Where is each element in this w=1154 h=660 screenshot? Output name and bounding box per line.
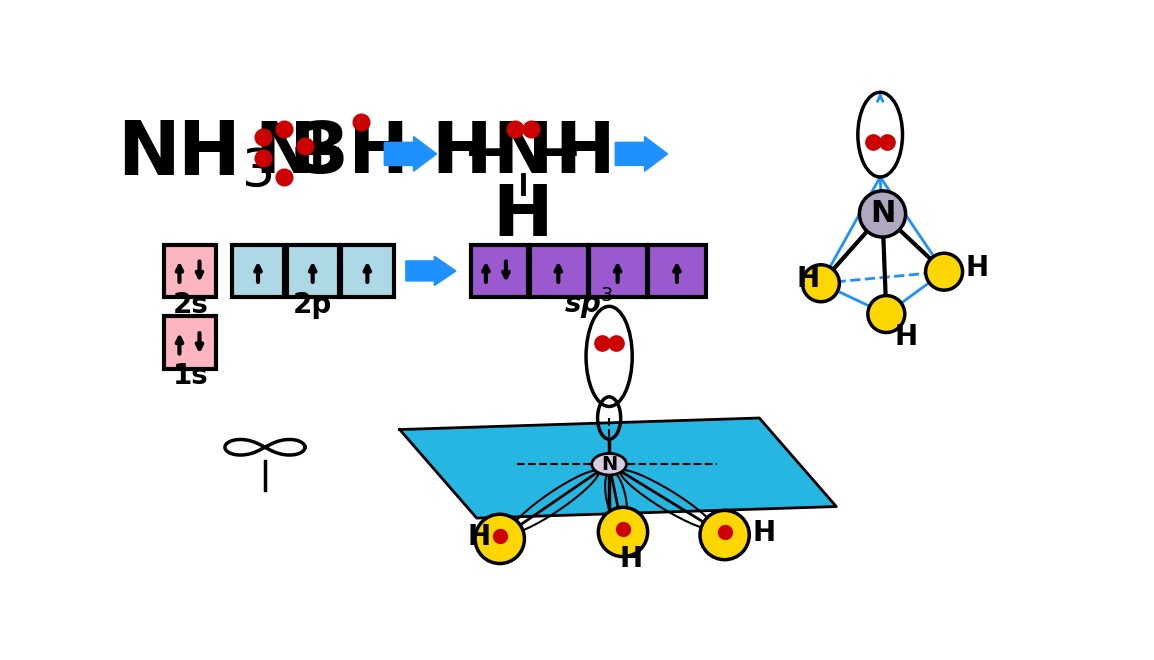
- Circle shape: [926, 253, 962, 290]
- Text: 3H: 3H: [298, 119, 409, 188]
- FancyBboxPatch shape: [164, 245, 217, 297]
- Text: N: N: [493, 119, 553, 188]
- FancyBboxPatch shape: [471, 245, 529, 297]
- Ellipse shape: [592, 453, 627, 475]
- Text: N: N: [601, 455, 617, 474]
- Circle shape: [860, 191, 906, 237]
- Text: H: H: [493, 182, 553, 251]
- Text: H: H: [467, 523, 490, 551]
- Text: −: −: [462, 121, 518, 187]
- FancyArrow shape: [384, 137, 436, 171]
- FancyBboxPatch shape: [342, 245, 394, 297]
- Text: N: N: [870, 199, 896, 228]
- Text: +: +: [287, 120, 346, 187]
- Circle shape: [475, 514, 524, 564]
- Text: H: H: [620, 544, 643, 573]
- Text: NH$_3$: NH$_3$: [118, 117, 272, 190]
- FancyBboxPatch shape: [649, 245, 706, 297]
- Text: H: H: [894, 323, 917, 351]
- Text: 2s: 2s: [172, 290, 208, 319]
- FancyBboxPatch shape: [232, 245, 284, 297]
- Text: H: H: [432, 119, 492, 188]
- Text: H: H: [966, 253, 989, 282]
- Circle shape: [700, 510, 749, 560]
- FancyBboxPatch shape: [530, 245, 587, 297]
- Text: H: H: [752, 519, 775, 547]
- Text: 2p: 2p: [293, 290, 332, 319]
- Text: sp$^3$: sp$^3$: [563, 284, 613, 321]
- Circle shape: [802, 265, 839, 302]
- FancyArrow shape: [615, 137, 668, 171]
- Text: 1s: 1s: [172, 362, 208, 390]
- FancyBboxPatch shape: [164, 316, 217, 369]
- Text: N: N: [254, 119, 314, 188]
- Text: H: H: [796, 265, 819, 293]
- Text: H: H: [554, 119, 615, 188]
- FancyBboxPatch shape: [286, 245, 339, 297]
- Circle shape: [868, 296, 905, 333]
- FancyBboxPatch shape: [589, 245, 647, 297]
- Text: −: −: [529, 121, 584, 187]
- Polygon shape: [399, 418, 837, 518]
- Circle shape: [599, 508, 647, 556]
- FancyArrow shape: [406, 256, 456, 286]
